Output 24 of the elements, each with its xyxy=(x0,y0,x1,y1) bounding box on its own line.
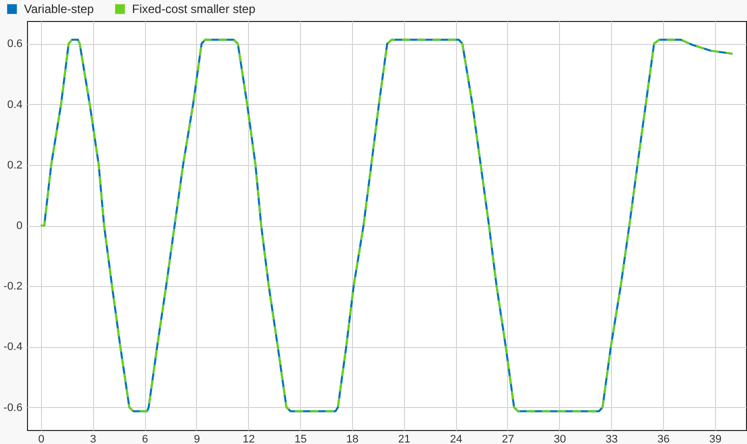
x-tick-label: 9 xyxy=(194,434,200,444)
y-tick-label: -0.2 xyxy=(4,280,22,293)
y-tick-label: 0.2 xyxy=(7,159,22,172)
x-tick-label: 24 xyxy=(450,434,462,444)
x-tick-label: 18 xyxy=(346,434,359,444)
y-tick-label: 0 xyxy=(16,220,22,232)
y-tick-label: 0.6 xyxy=(7,38,22,50)
y-tick-label: 0.4 xyxy=(7,98,22,111)
x-tick-label: 33 xyxy=(606,434,618,444)
legend-label: Variable-step xyxy=(24,2,94,16)
x-tick-label: 30 xyxy=(554,434,566,444)
x-tick-label: 27 xyxy=(502,434,514,444)
legend-label: Fixed-cost smaller step xyxy=(132,2,256,16)
x-tick-label: 6 xyxy=(142,434,148,444)
y-tick-label: -0.6 xyxy=(4,402,22,414)
x-tick-label: 12 xyxy=(242,434,255,444)
line-series xyxy=(40,38,734,412)
x-tick-label: 15 xyxy=(294,434,307,444)
x-tick-label: 36 xyxy=(657,434,670,444)
x-tick-label: 21 xyxy=(398,434,410,444)
x-tick-label: 0 xyxy=(38,434,44,444)
x-tick-label: 39 xyxy=(709,434,722,444)
y-tick-label: -0.4 xyxy=(4,341,22,354)
x-tick-label: 3 xyxy=(90,434,96,444)
